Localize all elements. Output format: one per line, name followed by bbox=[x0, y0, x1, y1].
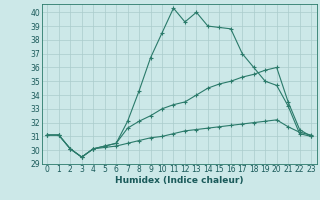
X-axis label: Humidex (Indice chaleur): Humidex (Indice chaleur) bbox=[115, 176, 244, 185]
